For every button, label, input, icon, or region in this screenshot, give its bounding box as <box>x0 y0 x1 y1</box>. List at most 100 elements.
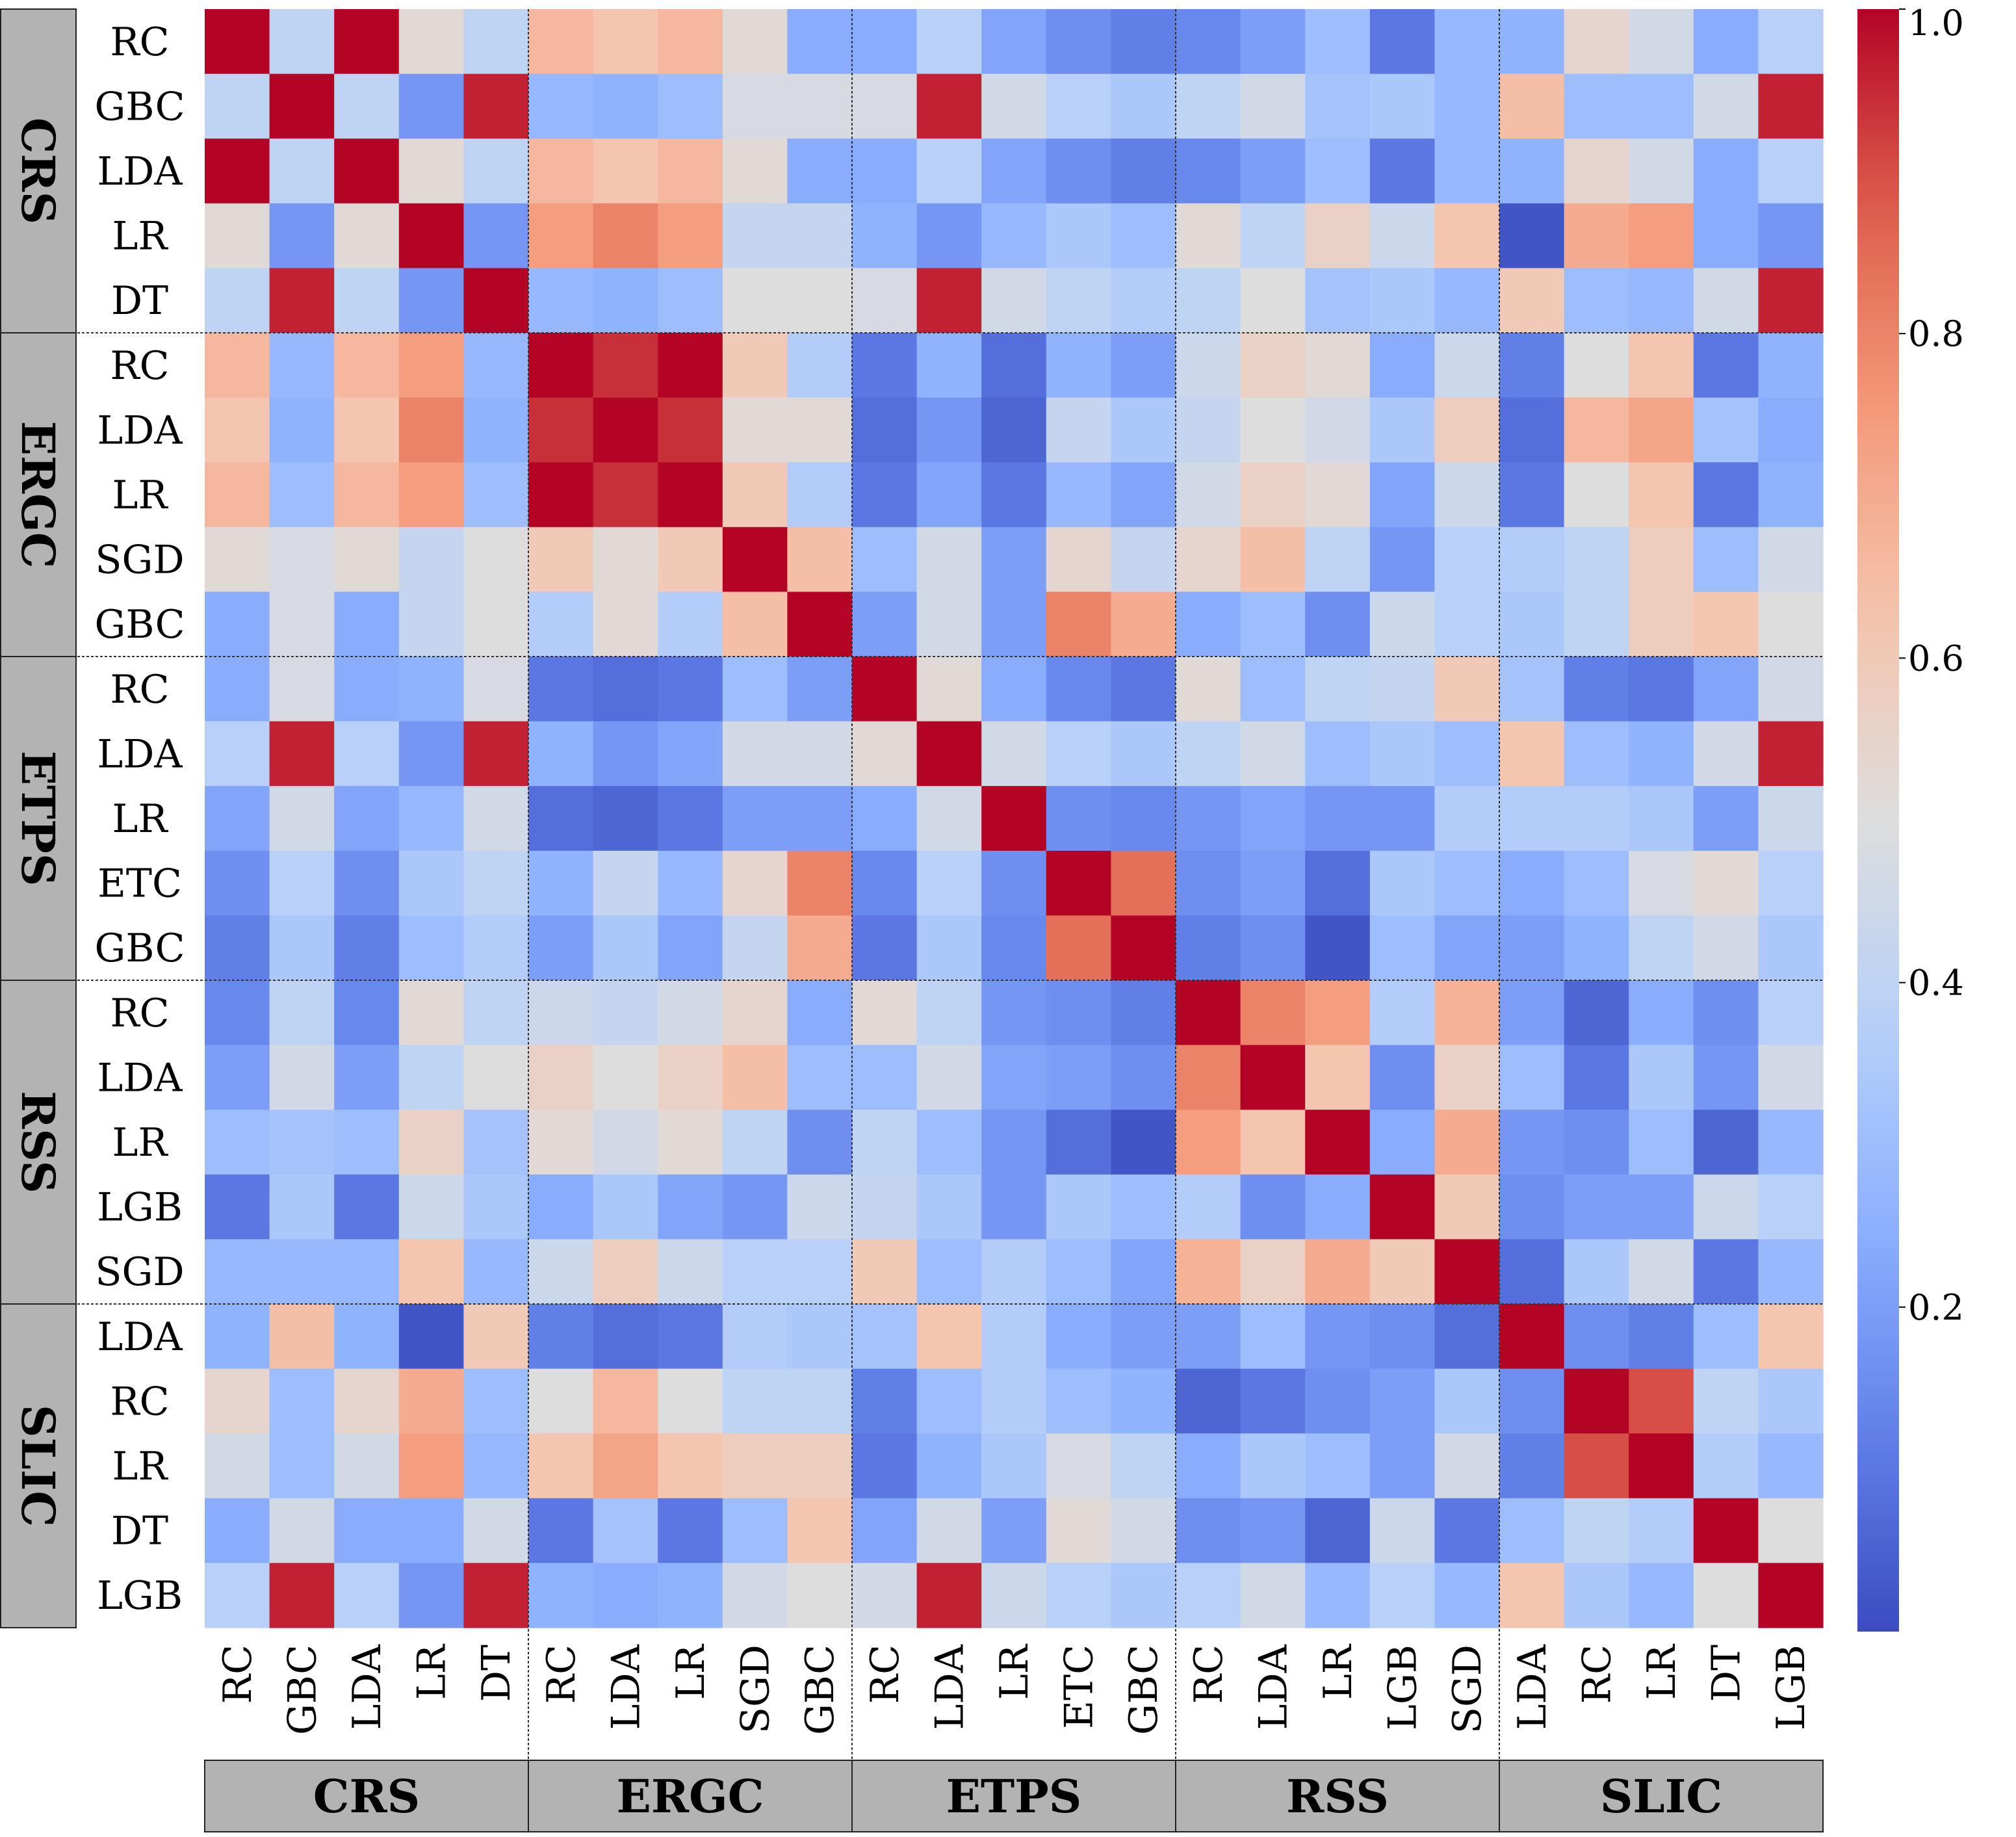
heatmap-cell <box>269 721 335 787</box>
heatmap-cell <box>916 657 982 722</box>
heatmap-cell <box>1758 1304 1824 1370</box>
heatmap-cell <box>787 1563 853 1628</box>
heatmap-cell <box>1046 850 1111 916</box>
heatmap-cell <box>1240 138 1306 204</box>
heatmap-cell <box>1758 915 1824 981</box>
heatmap-cell <box>528 1563 594 1628</box>
row-tick-label: LGB <box>97 1185 183 1231</box>
heatmap-cell <box>1434 397 1500 463</box>
heatmap-cell <box>398 527 464 592</box>
heatmap-cell <box>1046 980 1111 1046</box>
heatmap-cell <box>981 657 1047 722</box>
heatmap-cell <box>528 1239 594 1305</box>
heatmap-cell <box>981 592 1047 657</box>
heatmap-cell <box>787 527 853 592</box>
heatmap-cell <box>463 268 529 333</box>
heatmap-cell <box>1693 786 1759 852</box>
heatmap-cell <box>852 268 918 333</box>
column-tick-label: GBC <box>1121 1645 1167 1735</box>
heatmap-cell <box>1369 203 1435 268</box>
heatmap-cell <box>787 1433 853 1499</box>
heatmap-cell <box>463 1239 529 1305</box>
heatmap-cell <box>1046 1304 1111 1370</box>
heatmap-cell <box>1176 1563 1241 1628</box>
heatmap-cell <box>981 1239 1047 1305</box>
row-tick-label: LR <box>112 1120 168 1166</box>
heatmap-cell <box>1240 397 1306 463</box>
heatmap-cell <box>1305 592 1371 657</box>
column-tick-label: ETC <box>1057 1645 1102 1729</box>
heatmap-cell <box>722 721 788 787</box>
heatmap-cell <box>205 268 270 333</box>
row-tick-label: LR <box>112 1444 168 1489</box>
heatmap-cell <box>269 1110 335 1175</box>
heatmap-cell <box>205 915 270 981</box>
heatmap-cell <box>1629 1239 1694 1305</box>
heatmap-cell <box>916 1239 982 1305</box>
heatmap-cell <box>593 1110 658 1175</box>
heatmap-cell <box>852 657 918 722</box>
heatmap-cell <box>205 721 270 787</box>
heatmap-cell <box>334 1045 400 1110</box>
heatmap-cell <box>1176 1304 1241 1370</box>
heatmap-cell <box>852 138 918 204</box>
heatmap-cell <box>1046 397 1111 463</box>
heatmap-cell <box>1564 138 1629 204</box>
row-tick-label: LDA <box>97 1055 183 1101</box>
heatmap-cell <box>463 138 529 204</box>
heatmap-cell <box>1240 1174 1306 1240</box>
heatmap-cell <box>1758 1174 1824 1240</box>
heatmap-cell <box>334 203 400 268</box>
heatmap-cell <box>852 721 918 787</box>
heatmap-cell <box>1499 1368 1565 1434</box>
heatmap-cell <box>463 786 529 852</box>
heatmap-cell <box>528 721 594 787</box>
heatmap-cell <box>1176 1110 1241 1175</box>
heatmap-cell <box>593 462 658 528</box>
heatmap-cell <box>1434 1498 1500 1563</box>
heatmap-cell <box>1629 657 1694 722</box>
heatmap-cell <box>1046 786 1111 852</box>
heatmap-cell <box>1629 786 1694 852</box>
heatmap-cell <box>1240 1563 1306 1628</box>
row-group-label: CRS <box>11 118 65 224</box>
heatmap-cell <box>981 333 1047 398</box>
heatmap-cell <box>852 1368 918 1434</box>
heatmap-cell <box>1499 850 1565 916</box>
heatmap-cell <box>1305 1433 1371 1499</box>
heatmap-cell <box>1240 462 1306 528</box>
heatmap-cell <box>658 1304 723 1370</box>
heatmap-cell <box>1305 333 1371 398</box>
heatmap-cell <box>981 1174 1047 1240</box>
heatmap-cell <box>334 73 400 139</box>
heatmap-cell <box>916 333 982 398</box>
heatmap-cell <box>205 138 270 204</box>
heatmap-cell <box>205 1563 270 1628</box>
heatmap-cell <box>593 1045 658 1110</box>
heatmap-cell <box>269 1433 335 1499</box>
heatmap-cell <box>463 1174 529 1240</box>
column-tick-label: LDA <box>1250 1644 1296 1730</box>
heatmap-cell <box>1111 592 1176 657</box>
heatmap-cell <box>916 9 982 75</box>
heatmap-cell <box>334 1563 400 1628</box>
column-tick-label: DT <box>1704 1645 1750 1702</box>
heatmap-cell <box>916 1563 982 1628</box>
heatmap-cell <box>981 268 1047 333</box>
group-label-boxes: CRS CRS ERGC ERGC ETPS ETPS RSS RSS SLIC SLIC <box>0 8 1824 1832</box>
heatmap-cell <box>269 138 335 204</box>
row-tick-label: LDA <box>97 1314 183 1360</box>
heatmap-cell <box>1758 1045 1824 1110</box>
heatmap-cell <box>852 1304 918 1370</box>
heatmap-cell <box>1758 1110 1824 1175</box>
heatmap-cell <box>981 915 1047 981</box>
row-group-label: RSS <box>11 1091 65 1193</box>
heatmap-cell <box>852 592 918 657</box>
heatmap-cell <box>1499 657 1565 722</box>
heatmap-cell <box>1564 527 1629 592</box>
heatmap-cell <box>1240 786 1306 852</box>
heatmap-cell <box>1240 980 1306 1046</box>
heatmap-cell <box>269 657 335 722</box>
heatmap-cell <box>269 1563 335 1628</box>
heatmap-cell <box>852 9 918 75</box>
